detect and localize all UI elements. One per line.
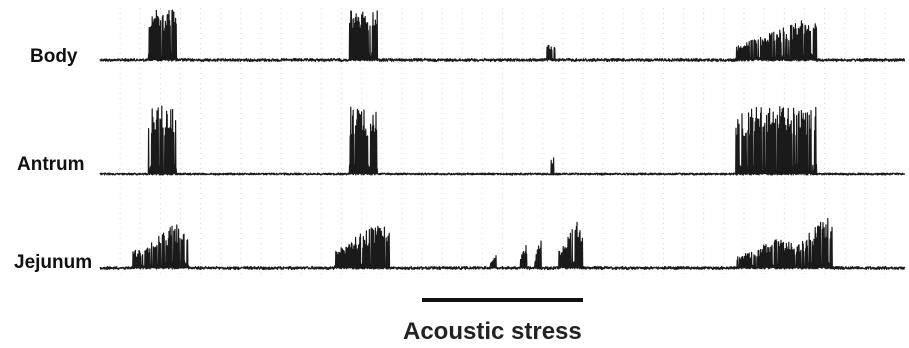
trace-label-jejunum: Jejunum — [14, 252, 93, 273]
trace-label-body: Body — [30, 46, 78, 67]
trace-jejunum — [99, 217, 906, 271]
trace-label-antrum: Antrum — [17, 154, 85, 175]
trace-antrum — [99, 105, 906, 176]
traces — [99, 9, 906, 271]
stimulus-label: Acoustic stress — [403, 318, 582, 345]
trace-body — [99, 9, 906, 63]
